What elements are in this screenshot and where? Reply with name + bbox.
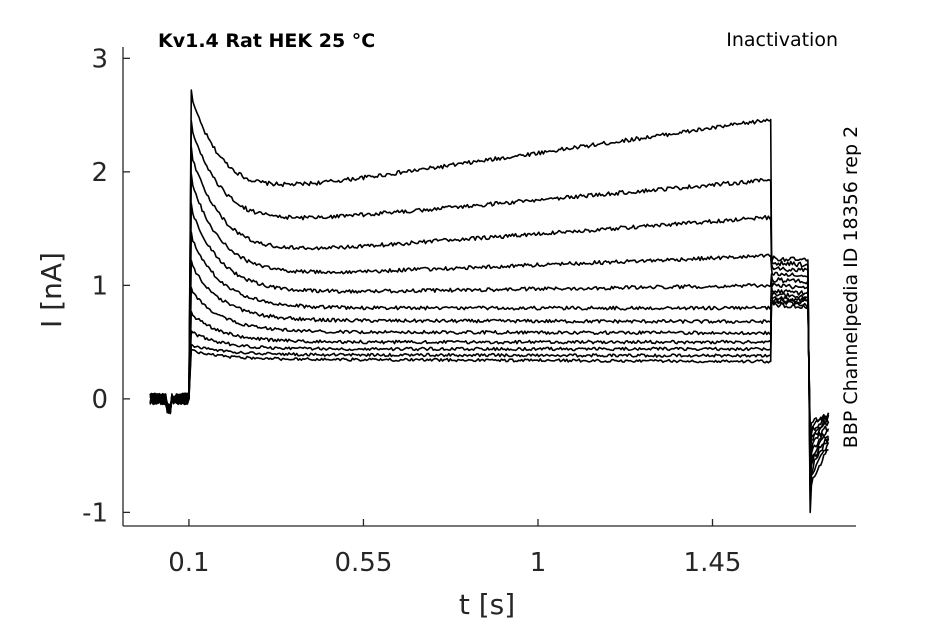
trace-group	[149, 89, 830, 514]
x-tick-label: 1.45	[684, 548, 742, 578]
protocol-label: Inactivation	[726, 29, 838, 51]
x-axis-label: t [s]	[459, 588, 515, 621]
y-tick-label: 2	[91, 158, 108, 188]
x-tick-label: 0.1	[168, 548, 209, 578]
x-tick-group: 0.1 0.55 1 1.45	[168, 519, 741, 578]
current-trace-1	[149, 89, 829, 514]
current-trace-4	[149, 173, 830, 485]
y-tick-label: 3	[91, 44, 108, 74]
x-tick-label: 1	[530, 548, 547, 578]
chart-title: Kv1.4 Rat HEK 25 °C	[158, 30, 375, 52]
current-trace-5	[149, 202, 829, 477]
current-trace-7	[149, 259, 830, 463]
y-tick-label: 0	[91, 385, 108, 415]
current-trace-12	[149, 298, 830, 434]
current-trace-2	[149, 120, 830, 502]
y-tick-label: -1	[82, 498, 108, 528]
y-tick-label: 1	[91, 271, 108, 301]
y-axis-label: I [nA]	[35, 252, 68, 328]
current-trace-9	[149, 291, 830, 448]
current-trace-3	[149, 146, 830, 493]
current-trace-6	[149, 231, 829, 470]
current-trace-8	[149, 286, 830, 455]
x-tick-label: 0.55	[335, 548, 393, 578]
y-tick-group: -1 0 1 2 3	[82, 44, 130, 528]
source-id-label: BBP Channelpedia ID 18356 rep 2	[840, 126, 862, 448]
current-trace-10	[149, 293, 830, 442]
current-trace-11	[149, 295, 830, 438]
